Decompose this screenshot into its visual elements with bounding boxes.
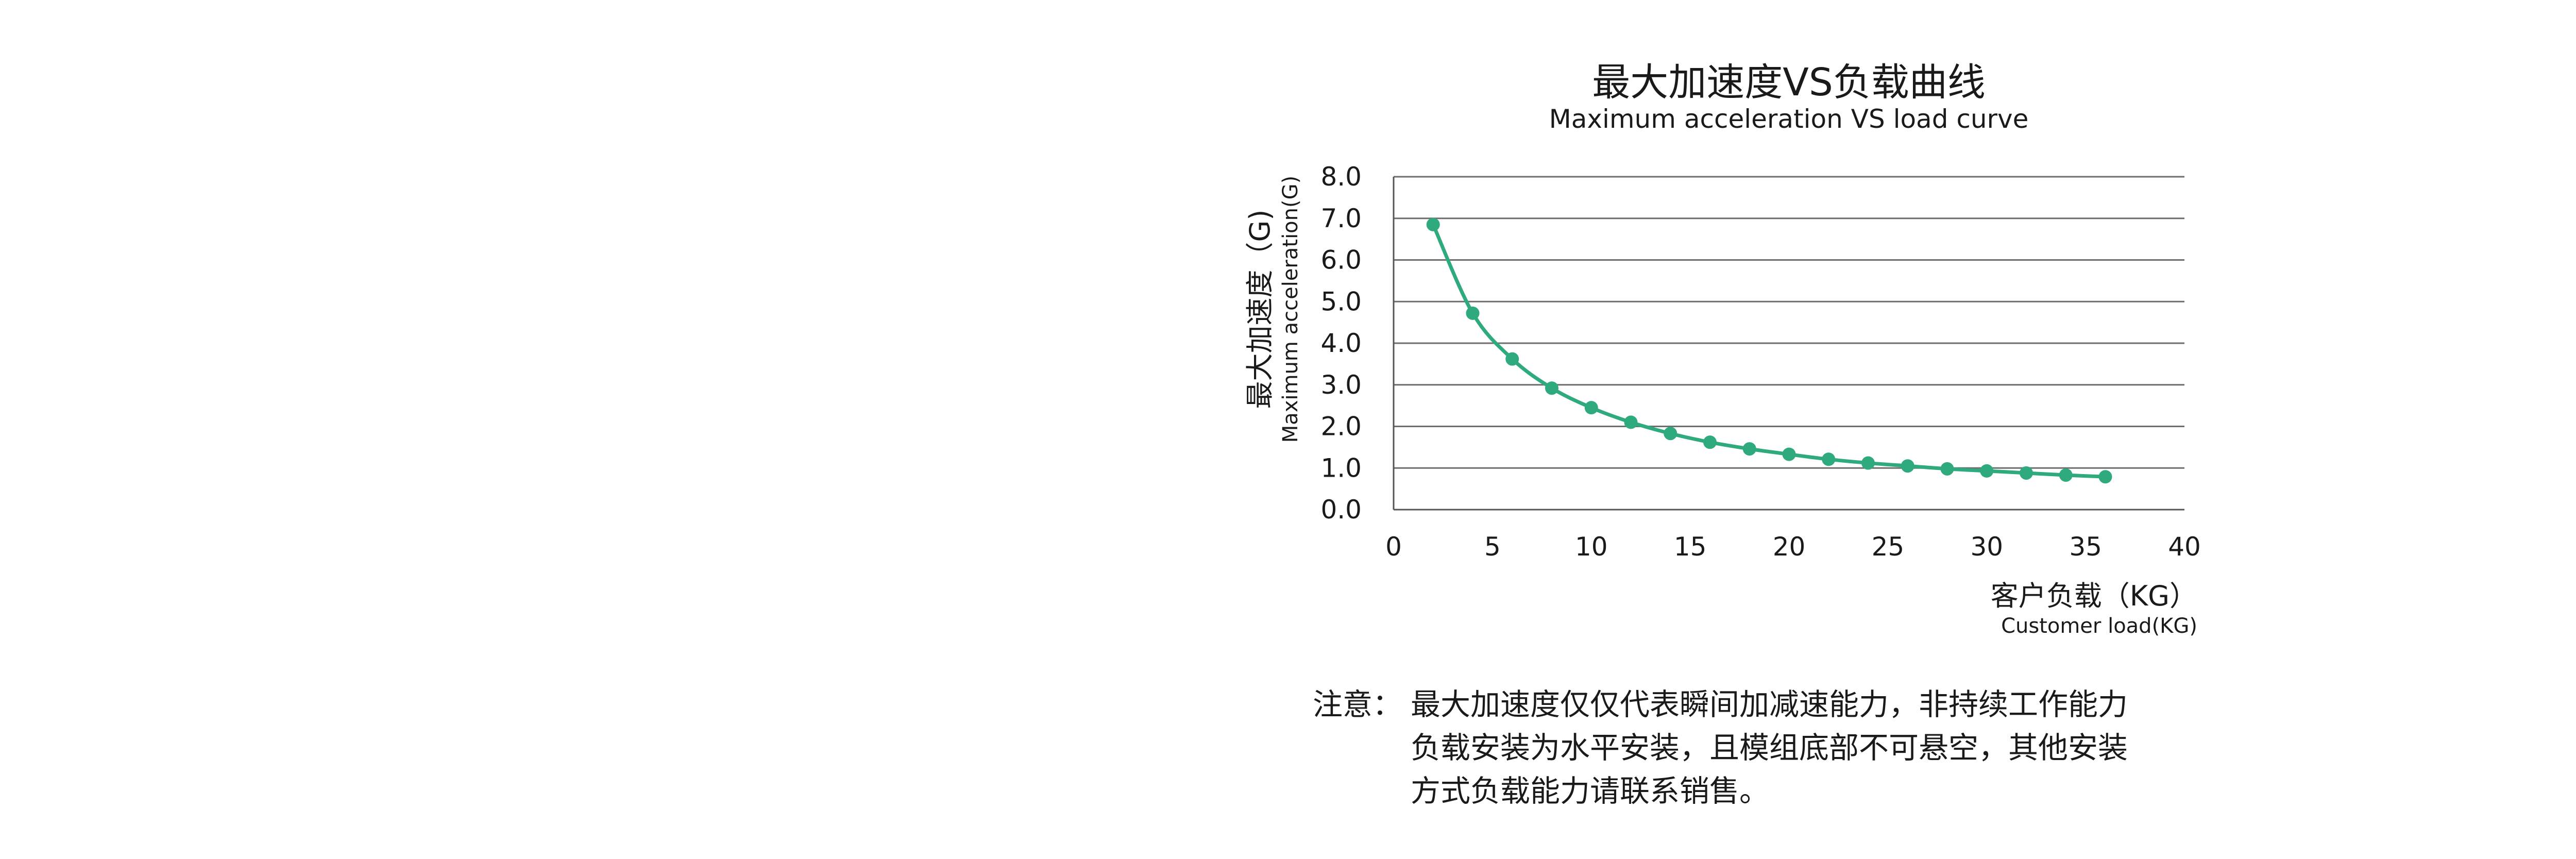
x-axis-label-en: Customer load(KG) [2001,614,2197,638]
x-tick-label: 5 [1484,532,1501,562]
y-tick-label: 0.0 [1320,495,1362,525]
series-layer [1426,217,2112,484]
x-tick-label: 30 [1970,532,2003,562]
y-axis-label-en: Maximum acceleration(G) [1279,176,1302,443]
x-tick-label: 10 [1575,532,1608,562]
y-tick-label: 8.0 [1320,162,1362,192]
data-point [1901,459,1914,473]
y-tick-label: 3.0 [1320,370,1362,400]
data-point [2098,470,2112,484]
data-point [1940,462,1954,476]
data-point [1584,401,1598,415]
data-point [1822,452,1836,466]
y-tick-label: 4.0 [1320,328,1362,358]
data-point [2020,466,2033,480]
x-tick-label: 25 [1872,532,1905,562]
y-axis-ticks: 0.0 1.0 2.0 3.0 4.0 5.0 6.0 7.0 8.0 [1320,162,1362,525]
data-point [1664,427,1677,441]
y-axis-label: 最大加速度（G) [1244,210,1276,409]
note-line-2: 负载安装为水平安装，且模组底部不可悬空，其他安装 [1411,730,2128,765]
x-axis-ticks: 0 5 10 15 20 25 30 35 40 [1385,532,2201,562]
note-line-3: 方式负载能力请联系销售。 [1411,773,1770,809]
note-label: 注意： [1313,687,1403,722]
y-tick-label: 2.0 [1320,412,1362,442]
data-point [1980,464,1994,478]
gridlines [1393,176,2184,511]
y-tick-label: 5.0 [1320,287,1362,316]
data-point [1703,435,1717,449]
series-line [1431,223,2107,479]
x-axis-label: 客户负载（KG） [1991,580,2197,612]
x-tick-label: 15 [1674,532,1707,562]
x-tick-label: 20 [1773,532,1806,562]
x-tick-label: 40 [2168,532,2201,562]
data-point [1742,442,1756,456]
x-tick-label: 0 [1385,532,1402,562]
y-tick-label: 1.0 [1320,453,1362,483]
y-tick-label: 6.0 [1320,245,1362,275]
data-point [1861,456,1875,470]
data-point [1545,381,1558,395]
chart-title: 最大加速度VS负载曲线 [1592,60,1986,105]
data-point [1624,415,1638,429]
chart-subtitle: Maximum acceleration VS load curve [1549,104,2029,134]
data-point [1782,447,1796,461]
data-point [1505,352,1519,366]
note-line-1: 最大加速度仅仅代表瞬间加减速能力，非持续工作能力 [1411,687,2128,722]
x-tick-label: 35 [2069,532,2102,562]
y-tick-label: 7.0 [1320,204,1362,233]
data-point [1466,306,1480,320]
data-point [2059,468,2073,482]
data-point [1426,217,1440,231]
